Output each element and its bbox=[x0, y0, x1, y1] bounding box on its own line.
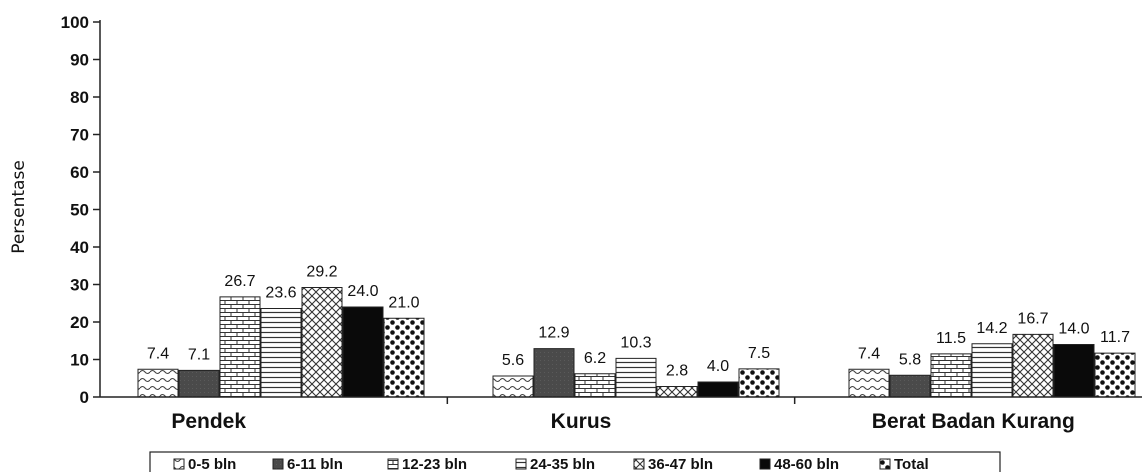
data-label: 5.8 bbox=[899, 351, 921, 368]
data-label: 7.4 bbox=[147, 345, 169, 362]
data-label: 14.0 bbox=[1058, 321, 1089, 338]
bar bbox=[178, 369, 220, 398]
data-label: 7.4 bbox=[858, 345, 880, 362]
data-label: 11.5 bbox=[936, 330, 966, 347]
category-label: Pendek bbox=[171, 410, 246, 433]
data-label: 5.6 bbox=[502, 352, 524, 369]
bar bbox=[1053, 344, 1095, 398]
y-tick-label: 0 bbox=[80, 388, 89, 407]
legend: 0-5 bln 6-11 bln 12-23 bln 24-35 bln 36-47 b… bbox=[149, 451, 1001, 472]
bar bbox=[930, 353, 972, 398]
bar bbox=[615, 357, 657, 398]
data-label: 29.2 bbox=[306, 264, 337, 281]
bar bbox=[1094, 352, 1136, 398]
legend-label: Total bbox=[894, 456, 929, 472]
y-tick-label: 30 bbox=[70, 276, 89, 295]
legend-label: 6-11 bln bbox=[287, 456, 343, 472]
bar bbox=[533, 348, 575, 398]
bar bbox=[889, 374, 931, 398]
x-axis: Pendek Kurus Berat Badan Kurang bbox=[100, 396, 1142, 433]
bar bbox=[971, 343, 1013, 398]
data-label: 26.7 bbox=[224, 273, 255, 290]
y-axis: 0 10 20 30 40 50 60 70 80 90 100 bbox=[61, 13, 101, 407]
data-label: 14.2 bbox=[976, 320, 1007, 337]
data-label: 12.9 bbox=[538, 325, 569, 342]
legend-box bbox=[149, 451, 1001, 472]
y-tick-label: 40 bbox=[70, 238, 89, 257]
legend-swatch bbox=[173, 458, 185, 470]
bar bbox=[1012, 333, 1054, 398]
data-label: 2.8 bbox=[666, 363, 688, 380]
bar bbox=[301, 287, 343, 398]
y-tick-label: 80 bbox=[70, 88, 89, 107]
legend-label: 48-60 bln bbox=[774, 456, 839, 472]
bar bbox=[492, 375, 534, 398]
bar bbox=[342, 306, 384, 398]
data-label: 7.1 bbox=[188, 346, 210, 363]
y-tick-label: 70 bbox=[70, 126, 89, 145]
data-label: 7.5 bbox=[748, 345, 770, 362]
legend-swatch bbox=[759, 458, 771, 470]
bar bbox=[738, 368, 780, 398]
y-tick-label: 60 bbox=[70, 163, 89, 182]
legend-label: 0-5 bln bbox=[188, 456, 236, 472]
y-tick-label: 50 bbox=[70, 201, 89, 220]
data-label: 6.2 bbox=[584, 350, 606, 367]
data-labels: 7.4 5.6 7.4 7.1 12.9 5.8 26.7 6.2 11.5 23.6 10.3 14… bbox=[147, 264, 1130, 380]
data-label: 24.0 bbox=[347, 283, 378, 300]
bar bbox=[137, 368, 179, 398]
category-label: Kurus bbox=[551, 410, 612, 433]
data-label: 4.0 bbox=[707, 358, 729, 375]
y-tick-label: 100 bbox=[61, 13, 89, 32]
y-tick-label: 10 bbox=[70, 351, 89, 370]
bar bbox=[848, 368, 890, 398]
y-tick-label: 20 bbox=[70, 313, 89, 332]
bar bbox=[574, 373, 616, 398]
bar bbox=[260, 308, 302, 398]
legend-swatch bbox=[387, 458, 399, 470]
bar bbox=[656, 386, 698, 398]
legend-swatch bbox=[515, 458, 527, 470]
bar bbox=[219, 296, 261, 398]
bar bbox=[697, 381, 739, 398]
legend-swatch bbox=[272, 458, 284, 470]
legend-label: 12-23 bln bbox=[402, 456, 467, 472]
data-label: 21.0 bbox=[388, 294, 419, 311]
legend-swatch bbox=[879, 458, 891, 470]
y-tick-label: 90 bbox=[70, 51, 89, 70]
legend-swatch bbox=[633, 458, 645, 470]
category-label: Berat Badan Kurang bbox=[872, 410, 1075, 433]
data-label: 10.3 bbox=[620, 334, 651, 351]
data-label: 11.7 bbox=[1100, 329, 1130, 346]
y-axis-title: Persentase bbox=[9, 160, 29, 254]
legend-label: 24-35 bln bbox=[530, 456, 595, 472]
data-label: 23.6 bbox=[265, 285, 296, 302]
legend-label: 36-47 bln bbox=[648, 456, 713, 472]
data-label: 16.7 bbox=[1017, 310, 1048, 327]
bar bbox=[383, 317, 425, 398]
